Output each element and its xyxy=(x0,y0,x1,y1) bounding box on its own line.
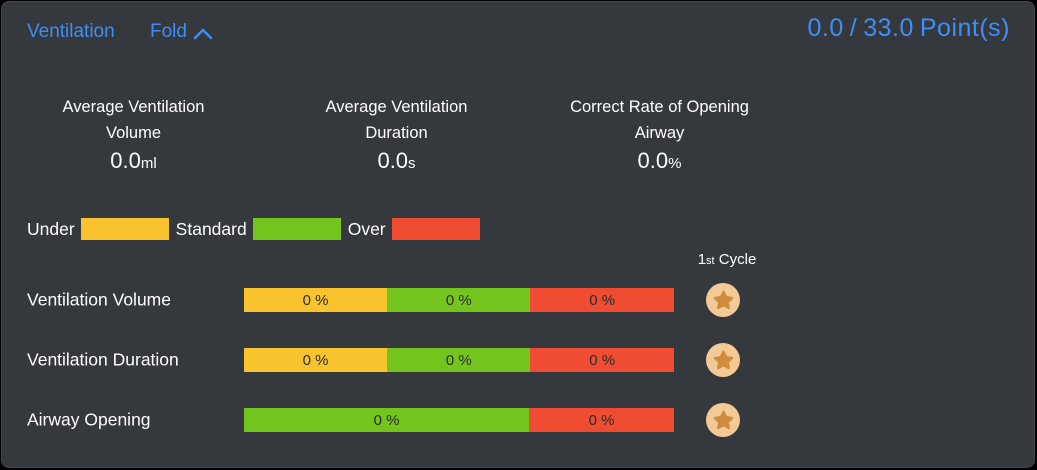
cycle-number: 1 xyxy=(697,251,707,268)
star-icon xyxy=(713,290,733,310)
metric-row-label: Airway Opening xyxy=(27,409,151,430)
stat-value: 0.0s xyxy=(377,148,416,173)
stat-value: 0.0ml xyxy=(110,148,157,173)
stat-value: 0.0% xyxy=(637,148,682,173)
score-unit: Point(s) xyxy=(919,14,1010,42)
star-badge[interactable] xyxy=(706,283,740,317)
stat-unit: ml xyxy=(140,155,157,172)
star-badge[interactable] xyxy=(706,403,740,437)
metric-row-label: Ventilation Volume xyxy=(27,289,171,310)
stat-label: Correct Rate of Opening Airway xyxy=(570,98,749,142)
score-display: 0.0 / 33.0 Point(s) xyxy=(807,14,1010,43)
stacked-bar: 0 % 0 % xyxy=(244,408,674,432)
metric-row: Airway Opening 0 % 0 % xyxy=(2,403,1034,437)
bar-segment-standard: 0 % xyxy=(387,288,531,312)
stat-unit: s xyxy=(408,155,416,172)
stat-label: Average Ventilation Volume xyxy=(62,98,205,142)
legend-label: Over xyxy=(347,218,386,239)
metric-row: Ventilation Duration 0 % 0 % 0 % xyxy=(2,343,1034,377)
legend-swatch-over xyxy=(391,218,480,240)
chevron-up-icon xyxy=(193,25,213,40)
stat-card: Average Ventilation Duration 0.0s xyxy=(265,94,528,178)
star-icon xyxy=(713,410,733,430)
bar-segment-standard: 0 % xyxy=(244,408,530,432)
legend-swatch-under xyxy=(80,218,169,240)
panel-title[interactable]: Ventilation xyxy=(27,21,115,42)
bar-segment-over: 0 % xyxy=(530,288,674,312)
metric-row: Ventilation Volume 0 % 0 % 0 % xyxy=(2,283,1034,317)
score-current: 0.0 xyxy=(807,14,844,42)
cycle-ordinal: st xyxy=(706,255,715,267)
legend-swatch-standard xyxy=(252,218,341,240)
cycle-text: Cycle xyxy=(718,251,757,268)
legend-label: Under xyxy=(27,218,75,239)
fold-toggle[interactable]: Fold xyxy=(150,21,213,43)
stat-card: Average Ventilation Volume 0.0ml xyxy=(2,94,265,178)
stacked-bar: 0 % 0 % 0 % xyxy=(244,348,674,372)
bar-segment-under: 0 % xyxy=(244,348,388,372)
bar-segment-under: 0 % xyxy=(244,288,388,312)
bar-legend: Under Standard Over xyxy=(27,218,487,240)
fold-label: Fold xyxy=(150,21,187,42)
bar-segment-over: 0 % xyxy=(530,348,674,372)
stat-label: Average Ventilation Duration xyxy=(325,98,468,142)
score-separator: / xyxy=(849,14,858,42)
cycle-column-header: 1st Cycle xyxy=(673,251,781,268)
star-badge[interactable] xyxy=(706,343,740,377)
stat-card: Correct Rate of Opening Airway 0.0% xyxy=(528,94,791,178)
star-icon xyxy=(713,350,733,370)
metric-row-label: Ventilation Duration xyxy=(27,349,179,370)
legend-label: Standard xyxy=(175,218,247,239)
bar-segment-standard: 0 % xyxy=(387,348,531,372)
stacked-bar: 0 % 0 % 0 % xyxy=(244,288,674,312)
bar-segment-over: 0 % xyxy=(529,408,674,432)
score-total: 33.0 xyxy=(863,14,914,42)
stat-unit: % xyxy=(668,155,682,172)
stats-row: Average Ventilation Volume 0.0ml Average … xyxy=(2,94,792,178)
